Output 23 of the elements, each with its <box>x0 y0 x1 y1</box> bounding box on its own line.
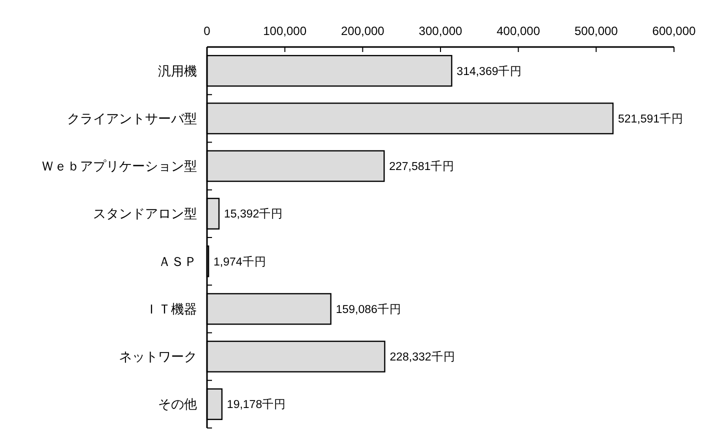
x-tick-label: 400,000 <box>496 24 540 38</box>
x-tick-label: 500,000 <box>574 24 618 38</box>
y-tick-label: ネットワーク <box>119 349 197 364</box>
data-label: 15,392千円 <box>224 206 284 221</box>
y-tick-label: ＡＳＰ <box>158 254 197 269</box>
y-tick-label: ＩＴ機器 <box>145 301 197 316</box>
y-tick-label: Ｗｅｂアプリケーション型 <box>41 158 197 174</box>
x-tick-label: 0 <box>204 24 211 38</box>
x-tick-label: 600,000 <box>652 24 696 38</box>
y-tick-label: 汎用機 <box>158 63 197 78</box>
x-tick-label: 200,000 <box>340 24 385 38</box>
y-tick-label: クライアントサーバ型 <box>67 110 197 126</box>
data-label: 159,086千円 <box>336 302 402 316</box>
x-tick-label: 100,000 <box>263 24 307 38</box>
data-label: 1,974千円 <box>214 254 266 268</box>
data-label: 227,581千円 <box>389 159 455 174</box>
x-tick-label: 300,000 <box>418 24 463 38</box>
data-label: 19,178千円 <box>226 397 286 412</box>
y-tick-label: スタンドアロン型 <box>93 206 197 222</box>
data-label: 521,591千円 <box>618 111 684 126</box>
y-tick-label: その他 <box>158 396 197 412</box>
data-label: 314,369千円 <box>456 64 522 78</box>
data-label: 228,332千円 <box>390 350 456 364</box>
